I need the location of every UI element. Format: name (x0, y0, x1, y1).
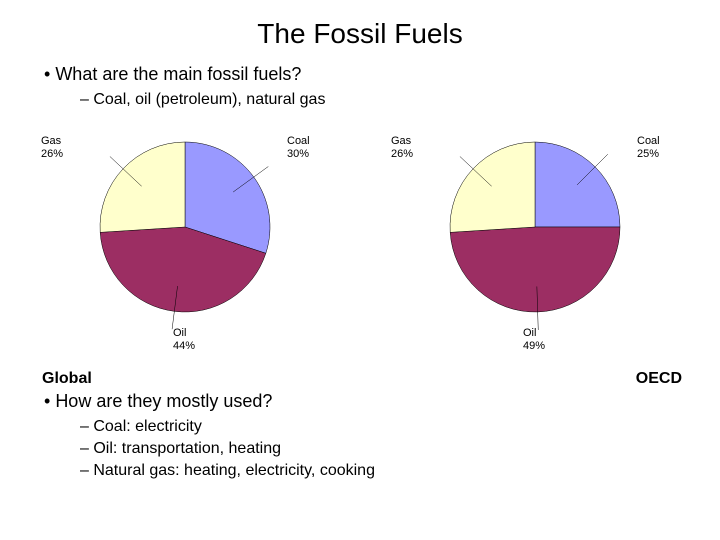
label-global-coal: Coal30% (287, 135, 310, 160)
answer-2c: Natural gas: heating, electricity, cooki… (80, 462, 690, 480)
label-global-oil: Oil44% (173, 327, 195, 352)
label-oecd-coal: Coal25% (637, 135, 660, 160)
content-area: What are the main fossil fuels? Coal, oi… (0, 56, 720, 109)
answer-1: Coal, oil (petroleum), natural gas (80, 91, 690, 109)
chart-global: Gas26% Coal30% Oil44% (35, 127, 335, 347)
content-area-2: How are they mostly used? Coal: electric… (0, 357, 720, 480)
caption-global: Global (42, 370, 92, 388)
label-oecd-oil: Oil49% (523, 327, 545, 352)
label-oecd-gas: Gas26% (391, 135, 413, 160)
chart-oecd: Gas26% Coal25% Oil49% (385, 127, 685, 347)
answer-2a: Coal: electricity (80, 418, 690, 436)
pie-slice-oil (450, 227, 620, 312)
pie-slice-gas (100, 142, 185, 232)
caption-oecd: OECD (636, 370, 682, 388)
charts-row: Gas26% Coal30% Oil44% Gas26% Coal25% Oil… (0, 117, 720, 357)
page-title: The Fossil Fuels (0, 0, 720, 56)
pie-slice-gas (450, 142, 535, 232)
answer-2b: Oil: transportation, heating (80, 440, 690, 458)
question-1: What are the main fossil fuels? (44, 64, 690, 85)
question-2: How are they mostly used? (44, 391, 690, 412)
label-global-gas: Gas26% (41, 135, 63, 160)
